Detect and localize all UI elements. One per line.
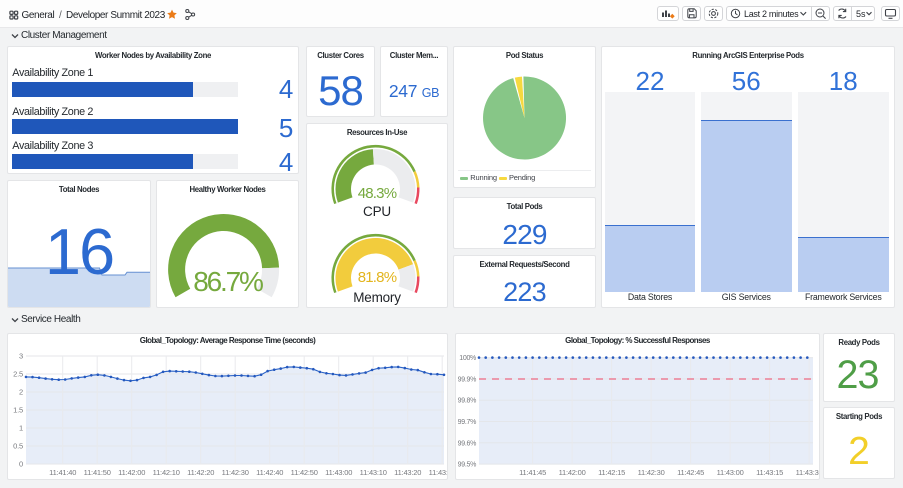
svg-text:11:41:50: 11:41:50	[84, 468, 111, 477]
svg-text:11:43:30: 11:43:30	[796, 468, 819, 477]
svg-text:99.8%: 99.8%	[458, 398, 476, 405]
svg-text:100%: 100%	[459, 355, 476, 362]
svg-text:1: 1	[19, 424, 23, 433]
svg-text:11:43:30: 11:43:30	[429, 468, 447, 477]
svg-text:99.5%: 99.5%	[458, 462, 476, 469]
svg-text:11:42:40: 11:42:40	[256, 468, 283, 477]
svg-text:3: 3	[19, 352, 23, 361]
svg-text:11:42:15: 11:42:15	[598, 468, 625, 477]
svg-text:11:42:30: 11:42:30	[222, 468, 249, 477]
svg-text:11:43:15: 11:43:15	[756, 468, 783, 477]
svg-text:11:42:20: 11:42:20	[187, 468, 214, 477]
svg-text:99.7%: 99.7%	[458, 419, 476, 426]
svg-text:11:43:00: 11:43:00	[325, 468, 352, 477]
svg-text:2: 2	[19, 388, 23, 397]
svg-text:0.5: 0.5	[13, 442, 23, 451]
svg-text:11:41:40: 11:41:40	[49, 468, 76, 477]
svg-text:11:42:45: 11:42:45	[677, 468, 704, 477]
svg-text:0: 0	[19, 460, 23, 469]
svg-text:/: /	[59, 10, 62, 21]
svg-text:2.5: 2.5	[13, 370, 23, 379]
svg-text:11:43:20: 11:43:20	[394, 468, 421, 477]
svg-text:11:43:10: 11:43:10	[360, 468, 387, 477]
svg-text:5s: 5s	[856, 9, 866, 19]
svg-text:11:42:00: 11:42:00	[118, 468, 145, 477]
svg-text:11:42:10: 11:42:10	[153, 468, 180, 477]
svg-text:11:42:30: 11:42:30	[638, 468, 665, 477]
svg-text:General: General	[22, 10, 55, 21]
svg-text:11:43:00: 11:43:00	[717, 468, 744, 477]
svg-text:1.5: 1.5	[13, 406, 23, 415]
svg-text:Last 2 minutes: Last 2 minutes	[744, 9, 799, 19]
svg-text:11:41:45: 11:41:45	[519, 468, 546, 477]
svg-text:99.6%: 99.6%	[458, 440, 476, 447]
svg-text:99.9%: 99.9%	[458, 376, 476, 383]
svg-text:Developer Summit 2023: Developer Summit 2023	[66, 10, 166, 21]
svg-text:11:42:00: 11:42:00	[559, 468, 586, 477]
svg-text:11:42:50: 11:42:50	[291, 468, 318, 477]
